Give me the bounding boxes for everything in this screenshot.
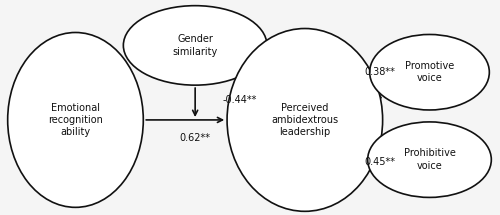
Text: Gender
similarity: Gender similarity <box>172 34 218 57</box>
Ellipse shape <box>124 6 267 85</box>
Text: Promotive
voice: Promotive voice <box>405 61 454 83</box>
Ellipse shape <box>370 34 490 110</box>
Text: Emotional
recognition
ability: Emotional recognition ability <box>48 103 103 137</box>
Ellipse shape <box>227 29 382 211</box>
Ellipse shape <box>8 32 143 207</box>
Ellipse shape <box>368 122 492 197</box>
Text: 0.62**: 0.62** <box>180 133 210 143</box>
Text: -0.44**: -0.44** <box>222 95 256 105</box>
Text: Perceived
ambidextrous
leadership: Perceived ambidextrous leadership <box>272 103 338 137</box>
Text: 0.45**: 0.45** <box>364 157 396 167</box>
Text: Prohibitive
voice: Prohibitive voice <box>404 149 456 171</box>
Text: 0.38**: 0.38** <box>364 67 396 77</box>
